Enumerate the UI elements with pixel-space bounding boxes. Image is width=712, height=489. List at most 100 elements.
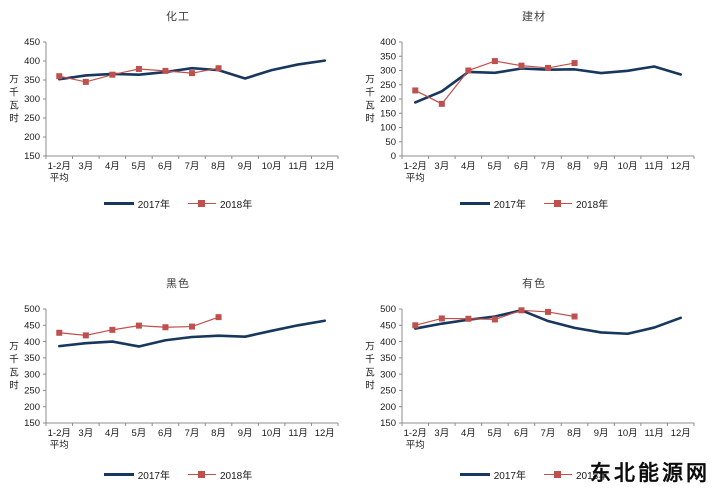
x-tick-label: 9月 [238,428,253,439]
x-tick-label: 1-2月 [404,161,427,172]
legend-item-2017: 2017年 [103,467,170,482]
series-2018-marker [135,322,142,329]
x-tick-label: 11月 [644,161,663,172]
chart-legend: 2017年 2018年 [0,467,356,482]
chart-panel-ferrous: 黑色 150 200 250 300 350 400 450 500 万千瓦时 1-2月 平均 3月 4… [0,245,356,489]
y-tick-label: 300 [380,66,396,77]
y-tick-label: 400 [24,337,40,348]
y-axis-title-char: 瓦 [9,101,19,112]
x-tick-label-extra: 平均 [406,172,425,184]
y-tick-label: 300 [380,369,396,380]
y-tick-label: 250 [380,386,396,397]
legend-item-2017: 2017年 [459,196,526,211]
y-tick-label: 200 [380,402,396,413]
x-tick-label: 9月 [238,161,253,172]
x-tick-label: 5月 [488,428,503,439]
legend-line-2018-icon [188,200,216,207]
x-tick-label: 10月 [618,161,638,172]
y-axis-title-char: 千 [9,88,19,99]
y-axis-title-char: 千 [365,88,375,99]
legend-item-2018: 2018年 [188,196,252,211]
y-tick-label: 200 [24,132,40,143]
series-2018-marker [82,78,89,85]
y-axis-title-char: 瓦 [365,368,375,379]
chart-title: 黑色 [166,278,190,290]
series-2018 [56,65,222,85]
series-2018-marker [571,313,578,320]
x-tick-label: 4月 [461,428,476,439]
series-2018-marker [518,62,525,69]
legend-line-2018-icon [544,200,572,207]
series-2018-marker [438,100,445,107]
chart-legend: 2017年 2018年 [0,196,356,211]
series-2017 [413,309,683,336]
x-tick-label: 5月 [132,428,147,439]
legend-label-2017: 2017年 [493,471,526,482]
x-tick-label: 3月 [78,428,93,439]
x-tick-label: 8月 [567,428,582,439]
legend-item-2018: 2018年 [544,196,608,211]
legend-line-2018-icon [544,471,572,478]
x-tick-label: 8月 [211,428,226,439]
y-tick-label: 350 [24,353,40,364]
series-2018-marker [545,64,551,71]
legend-label-2017: 2017年 [137,471,170,482]
y-axis: 150 200 250 300 350 400 450 500 [24,304,47,429]
x-tick-label: 11月 [644,428,663,439]
x-tick-label: 7月 [185,161,200,172]
y-axis-title-char: 万 [365,75,375,86]
series-2018-marker [189,323,195,330]
x-tick-label: 1-2月 [404,428,427,439]
y-axis: 150 200 250 300 350 400 450 [24,37,47,162]
y-axis-title-char: 瓦 [9,368,19,379]
x-tick-label-extra: 平均 [406,439,425,451]
legend-item-2017: 2017年 [459,467,526,482]
y-tick-label: 150 [380,418,396,429]
x-tick-label: 6月 [514,428,529,439]
y-tick-label: 150 [380,108,396,119]
y-axis-title-char: 时 [9,113,19,125]
legend-line-2017-icon [103,202,134,205]
series-2018-marker [109,326,116,333]
series-2018 [412,58,578,107]
y-tick-label: 0 [391,151,396,162]
series-2018-marker [518,307,525,314]
x-tick-label: 6月 [158,428,173,439]
legend-label-2018: 2018年 [576,471,609,482]
chart-panel-chemical: 化工 150 200 250 300 350 400 450 万千瓦时 1-2月 平均 3月 4月 5月… [0,0,356,245]
x-tick-label: 4月 [105,428,120,439]
legend-marker-2018-icon [554,471,561,478]
x-tick-label: 4月 [461,161,476,172]
y-tick-label: 500 [24,304,40,315]
legend-line-2017-icon [459,202,490,205]
x-tick-label: 7月 [541,428,556,439]
series-2017 [57,319,327,348]
y-tick-label: 100 [380,123,396,134]
y-tick-label: 250 [380,80,396,91]
x-tick-label: 7月 [185,428,200,439]
y-tick-label: 300 [24,369,40,380]
legend-line-2018-icon [188,471,216,478]
series-2018-marker [162,67,169,74]
chart-title: 建材 [522,11,546,23]
y-axis-title-char: 千 [9,355,19,366]
legend-label-2017: 2017年 [137,200,170,211]
y-tick-label: 150 [24,418,40,429]
chart-legend: 2017年 2018年 [356,467,712,482]
y-axis-title-char: 万 [9,342,19,353]
y-tick-label: 400 [380,337,396,348]
legend-item-2018: 2018年 [544,467,608,482]
y-tick-label: 150 [24,151,40,162]
chart-panel-nonferrous: 有色 150 200 250 300 350 400 450 500 万千瓦时 1-2月 平均 3月 4… [356,245,712,489]
series-2018 [412,307,578,329]
series-2018-marker [56,73,63,80]
